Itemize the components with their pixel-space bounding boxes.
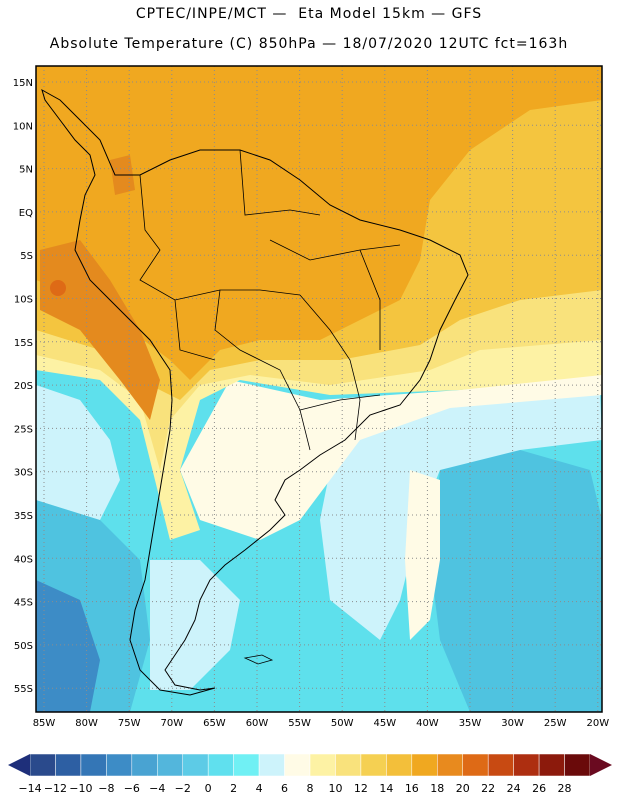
orange-zone bbox=[36, 66, 602, 380]
colorbar-swatch bbox=[207, 753, 234, 777]
lon-label: 60W bbox=[246, 718, 269, 729]
colorbar-label: 26 bbox=[532, 782, 546, 795]
south-america-outline bbox=[41, 88, 469, 696]
map-title-line1: CPTEC/INPE/MCT — Eta Model 15km — GFS bbox=[135, 6, 483, 22]
colorbar-label: −14 bbox=[18, 782, 41, 795]
colorbar-label: 24 bbox=[507, 782, 521, 795]
colorbar-label: 20 bbox=[456, 782, 470, 795]
colorbar-label: 12 bbox=[354, 782, 368, 795]
colorbar-label: 6 bbox=[281, 782, 288, 795]
colorbar-swatch bbox=[106, 753, 133, 777]
colorbar-swatch bbox=[55, 753, 82, 777]
lat-label: 5S bbox=[20, 251, 33, 262]
colorbar-swatch bbox=[233, 753, 260, 777]
temperature-colorbar bbox=[8, 753, 612, 777]
lat-label: EQ bbox=[19, 208, 33, 219]
colorbar-swatch bbox=[487, 753, 514, 777]
lat-label: 40S bbox=[14, 554, 33, 565]
country-borders bbox=[139, 149, 401, 451]
map-title-line2: Absolute Temperature (C) 850hPa — 18/07/… bbox=[49, 36, 569, 52]
colorbar-swatch bbox=[513, 753, 540, 777]
colorbar-swatch bbox=[386, 753, 413, 777]
colorbar-label: −12 bbox=[44, 782, 67, 795]
colorbar-label: 16 bbox=[405, 782, 419, 795]
colorbar-label: 10 bbox=[328, 782, 342, 795]
colorbar-swatch bbox=[437, 753, 463, 777]
map-frame bbox=[35, 65, 603, 713]
lat-label: 10N bbox=[13, 121, 33, 132]
lon-label: 35W bbox=[459, 718, 482, 729]
lon-label: 20W bbox=[586, 718, 609, 729]
colorbar-label: −6 bbox=[124, 782, 140, 795]
cream-south-tongue bbox=[405, 470, 440, 640]
colorbar-swatch bbox=[258, 753, 285, 777]
colorbar-swatch bbox=[411, 753, 438, 777]
lat-label: 10S bbox=[14, 295, 33, 306]
lat-label: 30S bbox=[14, 468, 33, 479]
colorbar-swatch bbox=[182, 753, 209, 777]
colorbar-swatch bbox=[462, 753, 489, 777]
lon-label: 75W bbox=[118, 718, 141, 729]
lat-label: 5N bbox=[19, 165, 33, 176]
colorbar-swatch bbox=[335, 753, 362, 777]
south-atlantic-cold-pool bbox=[430, 450, 602, 712]
colorbar-label: 4 bbox=[256, 782, 263, 795]
colorbar-swatch bbox=[538, 753, 565, 777]
far-southwest-cold bbox=[36, 580, 100, 712]
lat-label: 15S bbox=[14, 338, 33, 349]
colorbar-swatch bbox=[29, 753, 56, 777]
colorbar-swatch bbox=[131, 753, 158, 777]
colorbar-swatch bbox=[564, 753, 591, 777]
lon-label: 85W bbox=[33, 718, 56, 729]
falkland-islands bbox=[243, 654, 274, 665]
dark-orange-andes bbox=[40, 240, 160, 420]
colorbar-label: −4 bbox=[149, 782, 165, 795]
lat-label: 15N bbox=[13, 78, 33, 89]
colorbar-label: −2 bbox=[175, 782, 191, 795]
lat-label: 50S bbox=[14, 641, 33, 652]
colorbar-low-arrow bbox=[8, 754, 30, 776]
colorbar-labels: −14 −12 −10 −8 −6 −4 −2 0 2 4 6 8 10 12 14 16 18 20 22 24 26… bbox=[18, 782, 571, 795]
atlantic-light-cyan bbox=[320, 390, 602, 640]
lat-label: 45S bbox=[14, 598, 33, 609]
pacific-light-cyan bbox=[36, 385, 120, 520]
hot-spot-peru bbox=[50, 280, 66, 296]
colorbar-swatch bbox=[80, 753, 107, 777]
colorbar-swatch bbox=[284, 753, 311, 777]
longitude-labels: 85W 80W 75W 70W 65W 60W 55W 50W 45W 40W 35W 30W 25W 2… bbox=[33, 718, 610, 729]
colorbar-label: 22 bbox=[481, 782, 495, 795]
lon-label: 40W bbox=[416, 718, 439, 729]
colorbar-high-arrow bbox=[590, 754, 612, 776]
lat-label: 35S bbox=[14, 511, 33, 522]
lon-label: 55W bbox=[288, 718, 311, 729]
colorbar-label: 8 bbox=[307, 782, 314, 795]
lon-label: 70W bbox=[160, 718, 183, 729]
latitude-labels: 15N 10N 5N EQ 5S 10S 15S 20S 25S 30S 35S 40S 45S 50S 5… bbox=[13, 78, 33, 695]
patagonia-light-cyan bbox=[150, 560, 240, 690]
colorbar-label: −10 bbox=[69, 782, 92, 795]
colorbar-label: 0 bbox=[205, 782, 212, 795]
lat-label: 20S bbox=[14, 381, 33, 392]
colorbar-label: 18 bbox=[430, 782, 444, 795]
colorbar-label: −8 bbox=[98, 782, 114, 795]
cream-band bbox=[180, 370, 602, 540]
colorbar-swatch bbox=[309, 753, 336, 777]
colorbar-swatch bbox=[157, 753, 183, 777]
colorbar-label: 14 bbox=[379, 782, 393, 795]
lon-label: 50W bbox=[331, 718, 354, 729]
lat-label: 25S bbox=[14, 424, 33, 435]
lat-label: 55S bbox=[14, 684, 33, 695]
map-field bbox=[36, 66, 602, 712]
colorbar-label: 28 bbox=[558, 782, 572, 795]
lon-label: 25W bbox=[544, 718, 567, 729]
lon-label: 30W bbox=[501, 718, 524, 729]
lon-label: 80W bbox=[75, 718, 98, 729]
colorbar-label: 2 bbox=[230, 782, 237, 795]
colorbar-swatch bbox=[360, 753, 387, 777]
lon-label: 65W bbox=[203, 718, 226, 729]
lon-label: 45W bbox=[373, 718, 396, 729]
